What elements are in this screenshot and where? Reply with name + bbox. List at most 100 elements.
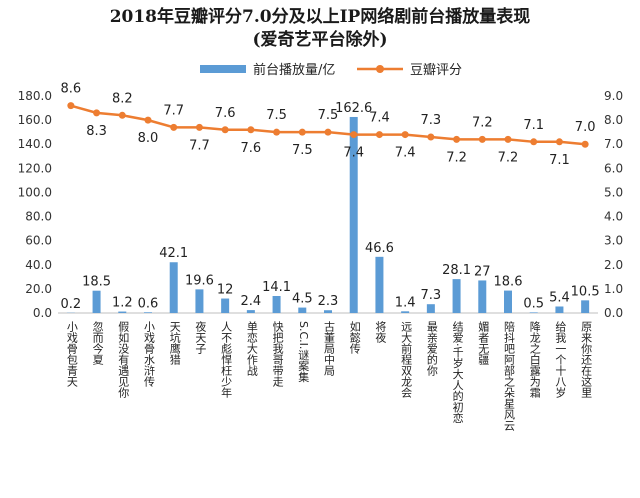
- x-tick-label: 结爱·千岁大人的初恋: [451, 321, 464, 424]
- x-tick-label: 人不彪悍枉少年: [220, 321, 233, 398]
- bar: [118, 312, 126, 313]
- bar-value-label: 0.5: [523, 296, 544, 311]
- line-point: [582, 141, 589, 148]
- y-left-tick-label: 80.0: [25, 210, 52, 224]
- y-left-tick-label: 140.0: [18, 137, 52, 151]
- y-left-tick-label: 40.0: [25, 258, 52, 272]
- line-value-label: 7.2: [472, 115, 493, 130]
- y-right-tick-label: 0.0: [604, 306, 623, 320]
- bar-value-label: 2.3: [318, 294, 339, 309]
- x-tick-label: 夜天子: [194, 320, 207, 354]
- bar: [375, 257, 383, 313]
- line-value-label: 7.5: [318, 108, 339, 123]
- bar: [324, 310, 332, 313]
- line-value-label: 7.6: [215, 106, 236, 121]
- line-point: [67, 102, 74, 109]
- line-point: [325, 129, 332, 136]
- line-point: [530, 138, 537, 145]
- bar-value-label: 2.4: [241, 294, 262, 309]
- x-tick-label: 原来你还在这里: [580, 321, 593, 398]
- bar-value-label: 42.1: [159, 246, 188, 261]
- x-tick-label: 单恋大作战: [245, 321, 258, 377]
- line-value-label: 7.6: [241, 141, 262, 156]
- line-value-label: 7.4: [343, 146, 364, 161]
- line-point: [376, 131, 383, 138]
- bar: [504, 291, 512, 313]
- bar-value-label: 28.1: [442, 263, 471, 278]
- x-tick-label: 古董局中局: [323, 321, 336, 377]
- x-tick-label: 如懿传: [348, 320, 361, 355]
- bar: [221, 299, 229, 313]
- bar: [530, 312, 538, 313]
- line-point: [170, 124, 177, 131]
- line-point: [505, 136, 512, 143]
- line-point: [299, 129, 306, 136]
- y-left-tick-label: 100.0: [18, 185, 52, 199]
- y-right-tick-label: 6.0: [604, 161, 623, 175]
- line-value-label: 8.6: [61, 82, 82, 97]
- legend-label-line: 豆瓣评分: [410, 63, 462, 78]
- bar-value-label: 19.6: [185, 273, 214, 288]
- line-value-label: 8.0: [138, 131, 159, 146]
- x-tick-label: S.C.I.谜案集: [297, 321, 310, 382]
- bar: [298, 308, 306, 313]
- x-tick-label: 忽而今夏: [91, 320, 104, 365]
- x-tick-label: 假如没有遇见你: [117, 320, 130, 398]
- line-point: [119, 112, 126, 119]
- line-value-label: 7.7: [163, 103, 184, 118]
- bar-value-label: 4.5: [292, 292, 313, 307]
- bar-value-label: 14.1: [262, 280, 291, 295]
- bar-value-label: 27: [474, 264, 491, 279]
- bar: [170, 262, 178, 313]
- bar: [247, 310, 255, 313]
- y-right-tick-label: 9.0: [604, 89, 623, 103]
- legend-swatch-marker: [376, 65, 384, 73]
- line-value-label: 7.1: [523, 118, 544, 133]
- x-tick-label: 媚者无疆: [477, 320, 490, 365]
- bar: [478, 280, 486, 313]
- y-right-tick-label: 4.0: [604, 210, 623, 224]
- bar-value-label: 5.4: [549, 290, 570, 305]
- line-point: [402, 131, 409, 138]
- line-value-label: 7.1: [549, 153, 570, 168]
- line-value-label: 7.2: [446, 150, 467, 165]
- line-point: [273, 129, 280, 136]
- line-point: [556, 138, 563, 145]
- y-right-tick-label: 8.0: [604, 113, 623, 127]
- chart-subtitle: (爱奇艺平台除外): [252, 29, 387, 50]
- bar-value-label: 0.2: [61, 297, 82, 312]
- line-value-label: 7.5: [266, 108, 287, 123]
- bar-value-label: 1.2: [112, 296, 133, 311]
- y-right-tick-label: 2.0: [604, 258, 623, 272]
- line-value-label: 7.2: [498, 150, 519, 165]
- y-left-tick-label: 120.0: [18, 161, 52, 175]
- line-point: [427, 133, 434, 140]
- bar: [555, 306, 563, 313]
- line-point: [350, 131, 357, 138]
- line-value-label: 7.5: [292, 143, 313, 158]
- x-tick-label: 陪抖吧阿部之朵星风云: [503, 320, 516, 432]
- bar-value-label: 162.6: [335, 101, 372, 116]
- legend-swatch-bar: [200, 65, 246, 73]
- line-value-label: 7.4: [369, 111, 390, 126]
- line-value-label: 7.7: [189, 138, 210, 153]
- y-right-tick-label: 1.0: [604, 282, 623, 296]
- line-point: [247, 126, 254, 133]
- y-right-tick-label: 7.0: [604, 137, 623, 151]
- x-tick-label: 最亲爱的你: [425, 321, 438, 376]
- x-tick-label: 小戏骨水浒传: [143, 321, 156, 388]
- y-left-tick-label: 0.0: [33, 306, 52, 320]
- line-value-label: 7.4: [395, 146, 416, 161]
- bar: [93, 291, 101, 313]
- bar: [195, 289, 203, 313]
- line-point: [196, 124, 203, 131]
- x-tick-label: 将夜: [374, 321, 387, 344]
- line-point: [145, 117, 152, 124]
- legend-label-bar: 前台播放量/亿: [253, 62, 335, 78]
- line-point: [479, 136, 486, 143]
- y-left-tick-label: 160.0: [18, 113, 52, 127]
- line-value-label: 8.3: [86, 124, 107, 139]
- bar: [427, 304, 435, 313]
- bar-value-label: 18.6: [494, 275, 523, 290]
